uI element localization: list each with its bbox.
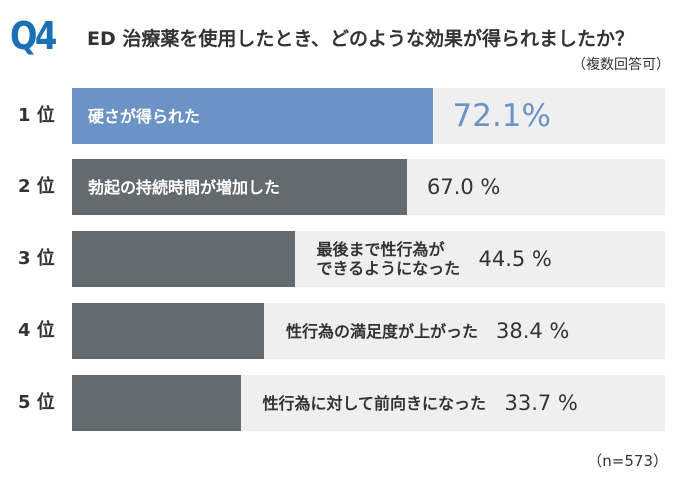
bar-track: 最後まで性行為が できるようになった 44.5 %: [72, 231, 665, 287]
bar-row: 2 位 勃起の持続時間が増加した 67.0 %: [0, 159, 700, 215]
bar-value-label: 67.0 %: [427, 175, 501, 199]
bar-track: 勃起の持続時間が増加した 67.0 %: [72, 159, 665, 215]
bar: [72, 303, 264, 359]
bar-category-label: 最後まで性行為が できるようになった: [316, 240, 461, 278]
bar-row: 4 位 性行為の満足度が上がった 38.4 %: [0, 303, 700, 359]
rank-label: 4 位: [18, 320, 55, 341]
bar-track: 性行為の満足度が上がった 38.4 %: [72, 303, 665, 359]
bar-category-label: 性行為の満足度が上がった: [286, 321, 479, 341]
question-number: Q4: [10, 14, 57, 58]
bar: [72, 375, 241, 431]
bar-row: 3 位 最後まで性行為が できるようになった 44.5 %: [0, 231, 700, 287]
bar-value-label: 38.4 %: [496, 319, 570, 343]
bar-value-label: 44.5 %: [478, 247, 552, 271]
rank-label: 5 位: [18, 392, 55, 413]
bar: [72, 159, 407, 215]
bar-track: 硬さが得られた 72.1%: [72, 88, 665, 144]
multiple-answer-note: （複数回答可）: [572, 57, 670, 73]
bar: [72, 88, 433, 144]
bar-category-label: 性行為に対して前向きになった: [262, 393, 487, 413]
bar: [72, 231, 295, 287]
bar-category-label: 勃起の持続時間が増加した: [88, 177, 281, 197]
rank-label: 1 位: [18, 105, 55, 126]
bar-value-label: 72.1%: [452, 98, 551, 134]
rank-label: 3 位: [18, 248, 55, 269]
bar-category-label: 硬さが得られた: [88, 106, 201, 126]
bar-row: 5 位 性行為に対して前向きになった 33.7 %: [0, 375, 700, 431]
sample-size: （n=573）: [587, 452, 668, 470]
rank-label: 2 位: [18, 176, 55, 197]
bar-row: 1 位 硬さが得られた 72.1%: [0, 88, 700, 144]
bar-track: 性行為に対して前向きになった 33.7 %: [72, 375, 665, 431]
bar-value-label: 33.7 %: [504, 391, 578, 415]
chart-title: ED 治療薬を使用したとき、どのような効果が得られましたか？: [87, 28, 635, 50]
